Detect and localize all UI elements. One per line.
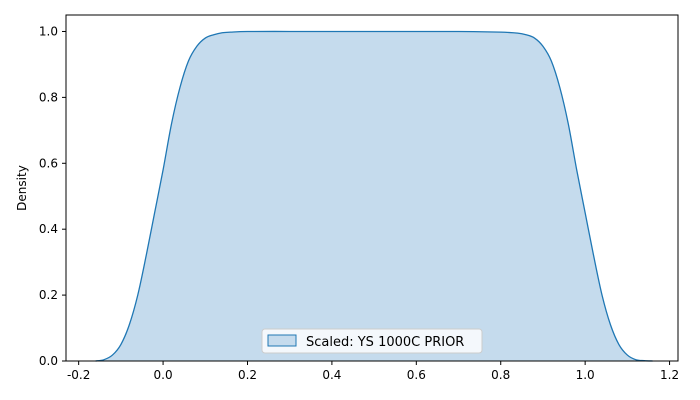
y-axis-label: Density [15,165,29,211]
y-tick-label: 0.4 [39,222,58,236]
y-tick-label: 0.2 [39,288,58,302]
y-tick-label: 0.6 [39,156,58,170]
density-area-fill [95,31,653,361]
legend: Scaled: YS 1000C PRIOR [261,328,483,354]
y-tick-label: 0.0 [39,354,58,368]
plot-frame [65,14,679,362]
y-axis: 0.0 0.2 0.4 0.6 0.8 1.0 [39,24,66,368]
x-axis: -0.2 0.0 0.2 0.4 0.6 0.8 1.0 1.2 [67,361,679,382]
x-tick-label: 0.2 [238,368,257,382]
legend-label: Scaled: YS 1000C PRIOR [306,335,464,350]
plot-area [95,30,653,362]
legend-swatch [267,334,297,347]
x-tick-label: 1.0 [576,368,595,382]
x-tick-label: 0.6 [407,368,426,382]
x-tick-label: 1.2 [660,368,679,382]
y-tick-label: 0.8 [39,90,58,104]
x-tick-label: 0.0 [154,368,173,382]
legend-box [261,328,483,354]
x-tick-label: 0.8 [491,368,510,382]
x-tick-label: 0.4 [322,368,341,382]
y-tick-label: 1.0 [39,24,58,38]
density-line [95,30,653,362]
x-tick-label: -0.2 [67,368,90,382]
